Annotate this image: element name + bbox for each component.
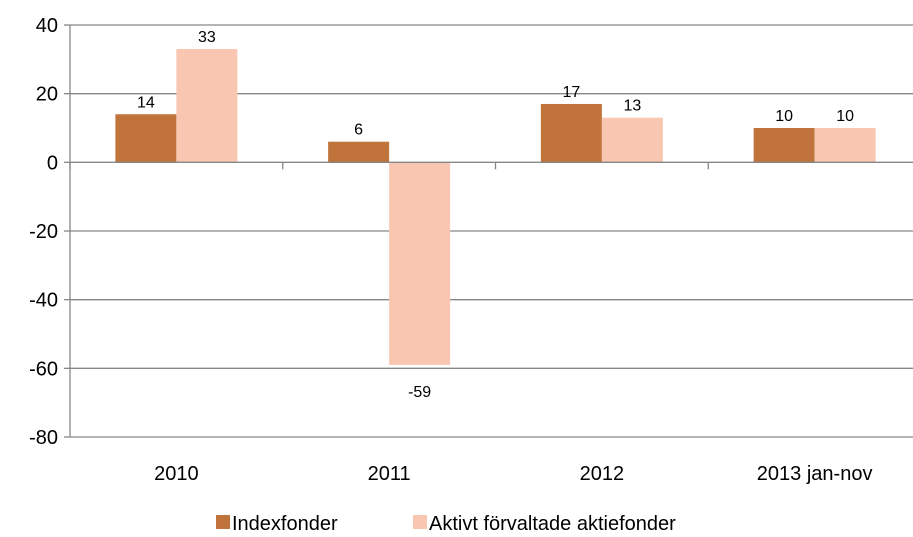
legend-swatch: [216, 515, 230, 529]
axes: 40 20 0 -20 -40 -60 -80: [29, 15, 913, 449]
y-tick-label: -80: [29, 427, 58, 449]
bar-indexfonder-3: [753, 128, 815, 163]
y-tick-label: 40: [36, 15, 58, 37]
data-label: 33: [198, 29, 216, 46]
bar-aktivt-1: [389, 162, 451, 365]
data-label: 10: [775, 108, 793, 125]
y-tick-label: -60: [29, 358, 58, 380]
legend-swatch: [413, 515, 427, 529]
x-category-label: 2011: [368, 463, 411, 485]
data-label: -59: [408, 384, 431, 401]
data-label: 17: [562, 84, 580, 101]
legend-label: Aktivt förvaltade aktiefonder: [429, 513, 676, 535]
data-label: 10: [836, 108, 854, 125]
legend: Indexfonder Aktivt förvaltade aktiefonder: [216, 513, 676, 535]
bar-aktivt-2: [601, 117, 663, 163]
y-tick-label: -20: [29, 221, 58, 243]
y-tick-label: 20: [36, 84, 58, 106]
bars: [115, 49, 876, 365]
bar-indexfonder-0: [115, 114, 177, 163]
y-tick-label: -40: [29, 290, 58, 312]
y-tick-label: 0: [47, 152, 58, 174]
data-label: 14: [137, 94, 155, 111]
x-category-label: 2013 jan-nov: [757, 463, 873, 485]
bar-indexfonder-2: [540, 103, 602, 163]
bar-aktivt-3: [814, 128, 876, 163]
x-category-label: 2012: [580, 463, 625, 485]
bar-indexfonder-1: [328, 141, 390, 163]
legend-item-aktivt: Aktivt förvaltade aktiefonder: [413, 513, 676, 535]
legend-item-indexfonder: Indexfonder: [216, 513, 338, 535]
labels: 14 6 17 10 33 -59 13 10 2010 2011 2012 2013 jan-nov: [137, 29, 872, 485]
legend-label: Indexfonder: [232, 513, 338, 535]
data-label: 6: [354, 122, 363, 139]
data-label: 13: [623, 98, 641, 115]
x-category-label: 2010: [154, 463, 199, 485]
bar-aktivt-0: [176, 49, 238, 163]
